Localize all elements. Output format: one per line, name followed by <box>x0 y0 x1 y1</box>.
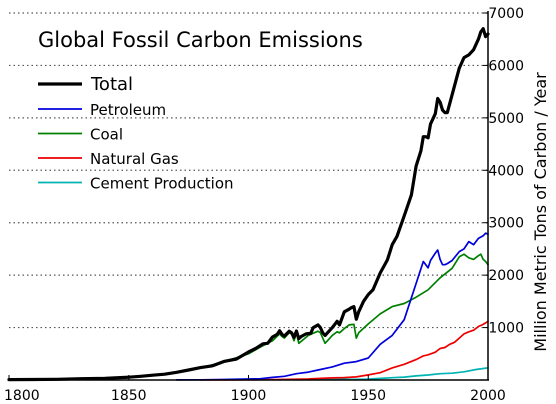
legend-label: Coal <box>90 126 123 144</box>
x-tick-label: 1800 <box>4 388 40 404</box>
y-tick-label: 5000 <box>488 111 524 127</box>
y-tick-label: 1000 <box>488 321 524 337</box>
x-tick-label: 1900 <box>231 388 267 404</box>
y-tick-label: 2000 <box>488 268 524 284</box>
axes <box>9 11 489 381</box>
y-axis-ticks: 1000 2000 3000 4000 5000 6000 7000 <box>483 6 524 337</box>
series-line-coal <box>8 253 489 381</box>
y-axis-label: Million Metric Tons of Carbon / Year <box>531 72 550 352</box>
series-lines <box>7 27 490 382</box>
y-tick-label: 6000 <box>488 58 524 74</box>
legend-label: Natural Gas <box>90 150 179 168</box>
x-tick-label: 1950 <box>350 388 386 404</box>
y-tick-label: 3000 <box>488 216 524 232</box>
series-line-natural-gas <box>199 320 489 381</box>
x-axis-ticks: 1800 1850 1900 1950 2000 <box>4 375 506 404</box>
legend: Total Petroleum Coal Natural Gas Cement Prod… <box>38 74 234 193</box>
x-tick-label: 2000 <box>470 388 506 404</box>
gridlines <box>9 12 488 329</box>
y-tick-label: 4000 <box>488 163 524 179</box>
legend-label: Cement Production <box>90 175 234 193</box>
x-tick-label: 1850 <box>111 388 147 404</box>
y-tick-label: 7000 <box>488 6 524 22</box>
series-line-total <box>7 27 490 382</box>
legend-label: Total <box>90 74 133 95</box>
chart-title: Global Fossil Carbon Emissions <box>38 28 363 52</box>
legend-label: Petroleum <box>90 101 166 119</box>
series-line-petroleum <box>175 232 489 381</box>
